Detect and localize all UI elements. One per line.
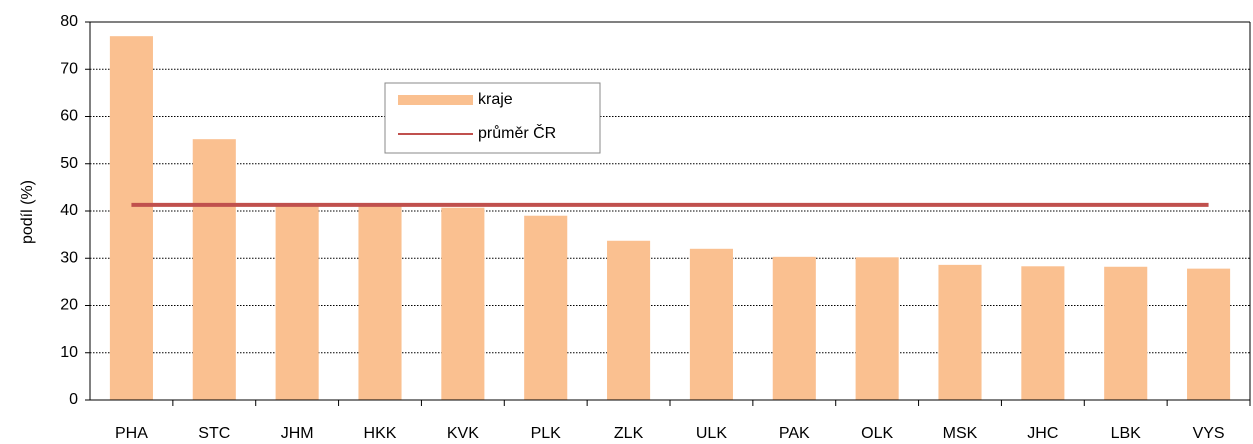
- y-tick-label: 10: [60, 344, 78, 361]
- y-tick-label: 0: [69, 391, 78, 408]
- legend-label: kraje: [478, 91, 513, 108]
- x-tick-label: LBK: [1111, 425, 1142, 442]
- x-tick-label: VYS: [1193, 425, 1225, 442]
- y-tick-label: 40: [60, 202, 78, 219]
- bar: [275, 203, 319, 400]
- bar: [607, 240, 651, 400]
- bar: [689, 248, 733, 400]
- x-tick-label: PHA: [115, 425, 148, 442]
- bar: [358, 204, 402, 400]
- x-tick-label: HKK: [364, 425, 397, 442]
- bar: [1187, 268, 1231, 400]
- bar: [109, 36, 153, 401]
- x-tick-label: PAK: [779, 425, 810, 442]
- x-tick-label: KVK: [447, 425, 479, 442]
- legend-box: [384, 82, 601, 154]
- x-tick-label: JHC: [1027, 425, 1058, 442]
- legend-label: průměr ČR: [478, 123, 556, 142]
- x-tick-label: JHM: [281, 425, 314, 442]
- y-axis-label: podíl (%): [19, 180, 36, 244]
- y-tick-label: 50: [60, 155, 78, 172]
- bar: [1021, 266, 1065, 400]
- y-tick-label: 70: [60, 60, 78, 77]
- y-tick-label: 80: [60, 13, 78, 30]
- x-tick-label: OLK: [861, 425, 893, 442]
- y-tick-label: 30: [60, 249, 78, 266]
- x-tick-label: MSK: [943, 425, 978, 442]
- bar: [938, 264, 982, 400]
- x-tick-label: PLK: [531, 425, 562, 442]
- y-tick-label: 60: [60, 108, 78, 125]
- y-tick-label: 20: [60, 297, 78, 314]
- legend-swatch: [398, 95, 473, 105]
- bar: [524, 215, 568, 400]
- bar: [855, 257, 899, 400]
- bar: [441, 207, 485, 400]
- x-tick-label: STC: [198, 425, 230, 442]
- bar: [772, 256, 816, 400]
- bar: [1104, 266, 1148, 400]
- bar: [192, 139, 236, 400]
- x-tick-label: ULK: [696, 425, 727, 442]
- x-tick-label: ZLK: [614, 425, 644, 442]
